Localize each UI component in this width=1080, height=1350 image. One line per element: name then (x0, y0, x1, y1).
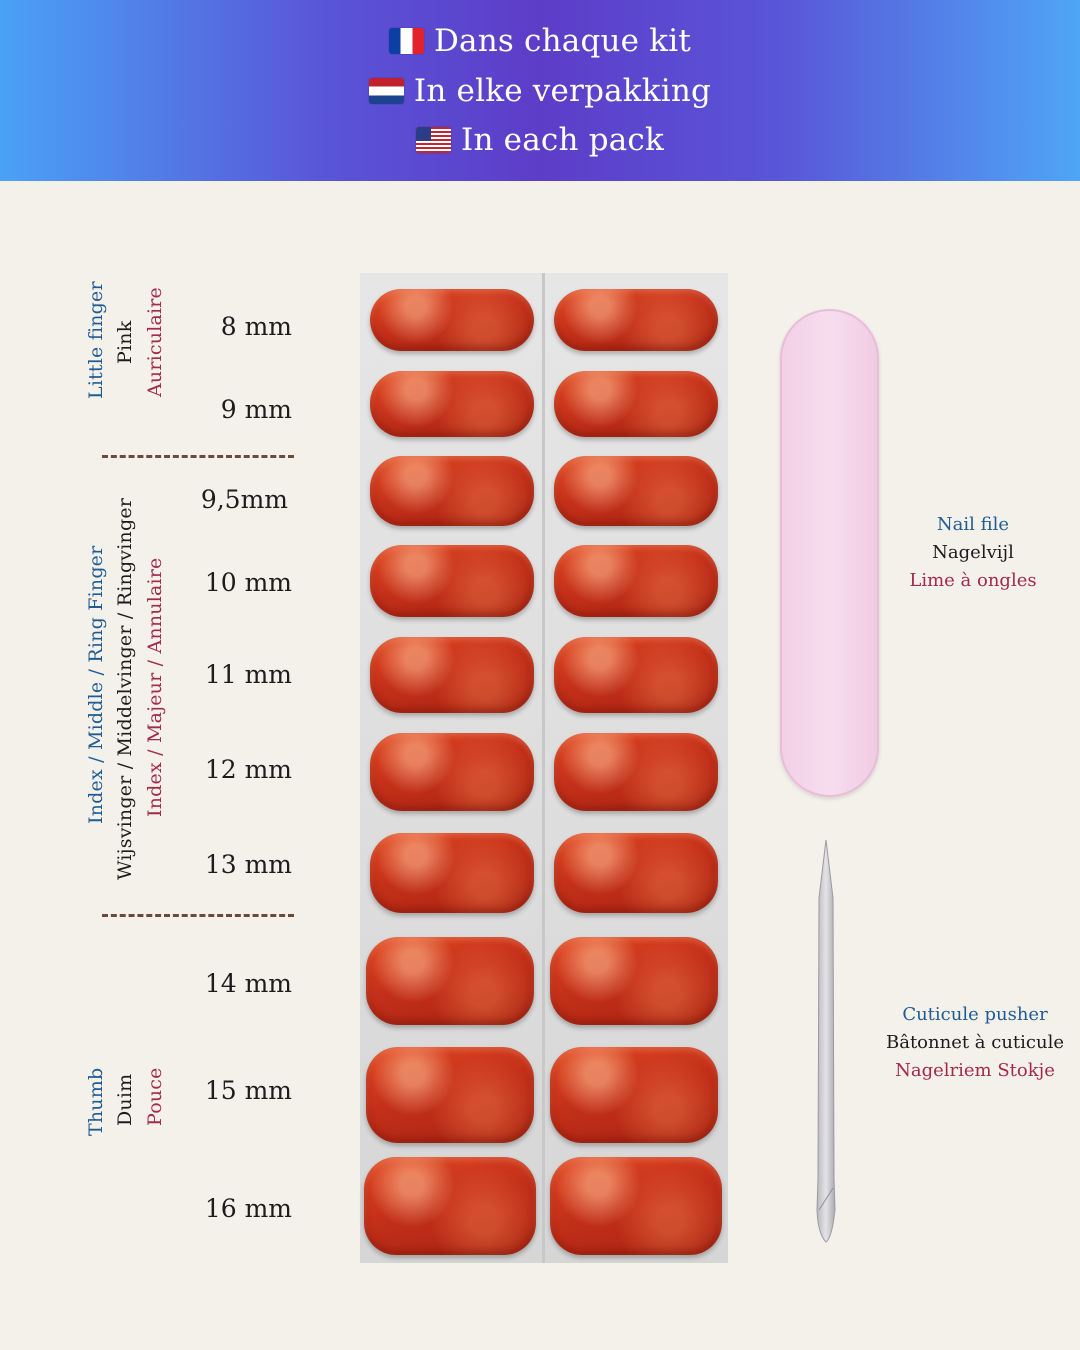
header-text-dutch: In elke verpakking (413, 73, 712, 109)
size-label: 9 mm (220, 395, 292, 424)
nail-file-label-nl: Nagelvijl (932, 542, 1014, 563)
size-label: 13 mm (204, 850, 292, 879)
size-label: 9,5mm (200, 485, 288, 514)
nail-sticker (550, 1047, 718, 1143)
header-line-english: In each pack (0, 115, 1080, 165)
little-finger-label-fr: Auriculaire (144, 286, 166, 397)
size-label: 12 mm (204, 755, 292, 784)
nail-sticker (550, 937, 718, 1025)
cuticle-pusher-label-nl: Nagelriem Stokje (895, 1060, 1055, 1081)
cuticle-pusher-labels: Cuticule pusher Bâtonnet à cuticule Nage… (872, 1001, 1078, 1085)
nail-sticker (370, 371, 534, 437)
size-label: 8 mm (220, 312, 292, 341)
little-finger-label-nl: Pink (114, 320, 136, 364)
flag-france-icon (388, 28, 424, 54)
nail-sticker (364, 1157, 536, 1255)
nail-file-labels: Nail file Nagelvijl Lime à ongles (878, 511, 1068, 595)
nail-sticker (366, 937, 534, 1025)
header-banner: Dans chaque kit In elke verpakking In ea… (0, 0, 1080, 181)
nail-sticker (554, 456, 718, 526)
thumb-label-fr: Pouce (144, 1067, 166, 1126)
nail-sticker (550, 1157, 722, 1255)
header-line-dutch: In elke verpakking (0, 66, 1080, 116)
size-label: 11 mm (204, 660, 292, 689)
header-text-english: In each pack (461, 122, 664, 158)
nail-sticker (370, 545, 534, 617)
size-label: 10 mm (204, 568, 292, 597)
middle-finger-label-nl: Wijsvinger / Middelvinger / Ringvinger (114, 497, 136, 880)
group-divider-1 (102, 455, 294, 458)
thumb-label-nl: Duim (114, 1073, 136, 1126)
nail-sticker (554, 637, 718, 713)
middle-finger-label-en: Index / Middle / Ring Finger (85, 545, 107, 824)
nail-sticker (370, 289, 534, 351)
nail-sticker (554, 733, 718, 811)
nail-sticker (554, 371, 718, 437)
nail-sticker (370, 833, 534, 913)
header-line-french: Dans chaque kit (0, 16, 1080, 66)
middle-finger-label-fr: Index / Majeur / Annulaire (144, 557, 166, 817)
little-finger-label-en: Little finger (85, 281, 107, 399)
nail-sticker (554, 289, 718, 351)
nail-file-label-fr: Lime à ongles (909, 570, 1037, 591)
cuticle-pusher-image (816, 839, 836, 1243)
nail-file-image (780, 309, 879, 797)
cuticle-pusher-label-en: Cuticule pusher (902, 1004, 1048, 1025)
nail-sticker (370, 456, 534, 526)
thumb-label-en: Thumb (85, 1067, 107, 1136)
nail-sticker (370, 637, 534, 713)
nail-file-label-en: Nail file (936, 514, 1010, 535)
flag-netherlands-icon (368, 78, 404, 104)
cuticle-pusher-label-fr: Bâtonnet à cuticule (885, 1032, 1065, 1053)
size-label: 14 mm (204, 969, 292, 998)
nail-sticker-sheet (360, 273, 728, 1263)
group-divider-2 (102, 914, 294, 917)
nail-sticker (554, 545, 718, 617)
size-label: 16 mm (204, 1194, 292, 1223)
nail-sticker (370, 733, 534, 811)
size-label: 15 mm (204, 1076, 292, 1105)
flag-usa-icon (416, 127, 452, 153)
header-text-french: Dans chaque kit (433, 23, 692, 59)
nail-sticker (366, 1047, 534, 1143)
nail-sticker (554, 833, 718, 913)
